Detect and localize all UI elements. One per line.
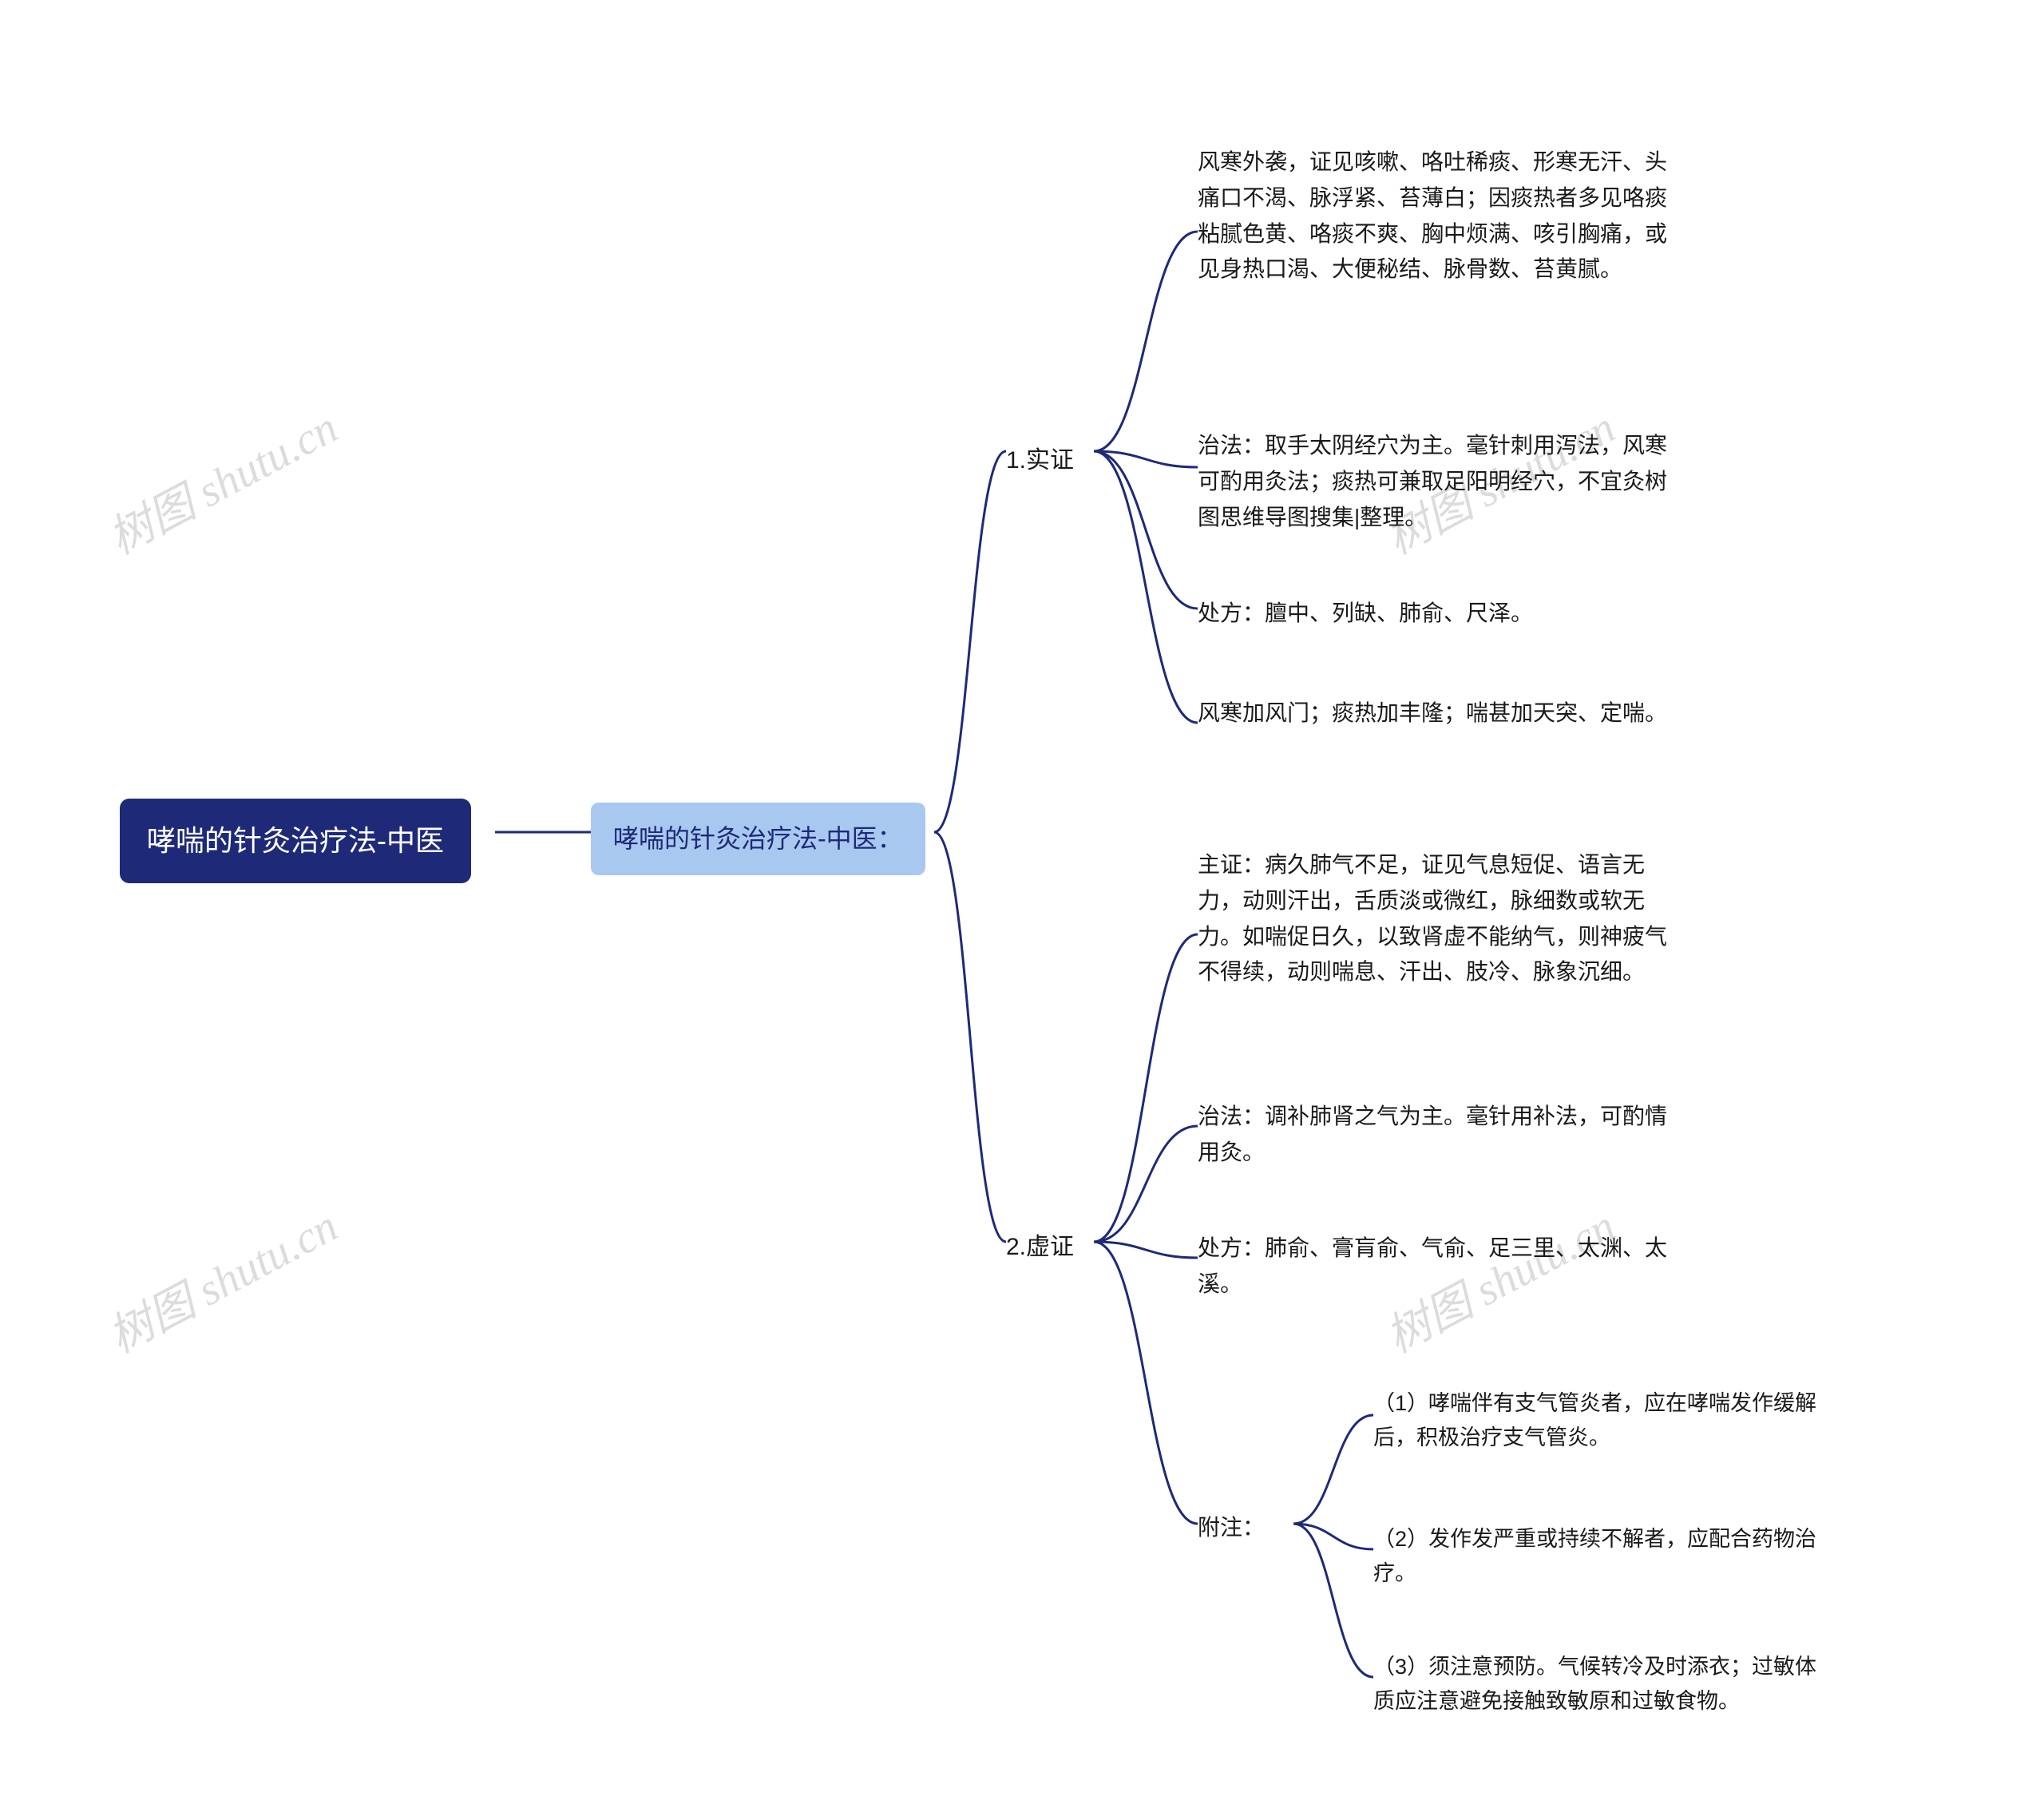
watermark: 树图 shutu.cn <box>95 1191 347 1366</box>
node-fuzhu[interactable]: 附注： <box>1198 1505 1265 1551</box>
root-node[interactable]: 哮喘的针灸治疗法-中医 <box>120 799 471 883</box>
node-shizheng-c4[interactable]: 风寒加风门；痰热加丰隆；喘甚加天突、定喘。 <box>1198 691 1667 736</box>
node-shizheng-c2[interactable]: 治法：取手太阴经穴为主。毫针刺用泻法，风寒可酌用灸法；痰热可兼取足阳明经穴，不宜… <box>1198 423 1677 540</box>
node-xuzheng-c2[interactable]: 治法：调补肺肾之气为主。毫针用补法，可酌情用灸。 <box>1198 1094 1677 1176</box>
node-xuzheng-c3[interactable]: 处方：肺俞、膏肓俞、气俞、足三里、太渊、太溪。 <box>1198 1226 1677 1307</box>
node-fuzhu-f2[interactable]: （2）发作发严重或持续不解者，应配合药物治疗。 <box>1373 1517 1836 1596</box>
node-xuzheng[interactable]: 2.虚证 <box>1006 1222 1074 1273</box>
node-xuzheng-c1[interactable]: 主证：病久肺气不足，证见气息短促、语言无力，动则汗出，舌质淡或微红，脉细数或软无… <box>1198 843 1677 995</box>
node-fuzhu-f1[interactable]: （1）哮喘伴有支气管炎者，应在哮喘发作缓解后，积极治疗支气管炎。 <box>1373 1382 1836 1460</box>
watermark: 树图 shutu.cn <box>95 392 347 567</box>
node-shizheng[interactable]: 1.实证 <box>1006 435 1074 486</box>
mindmap-canvas: 树图 shutu.cn 树图 shutu.cn 树图 shutu.cn 树图 s… <box>0 0 2044 1812</box>
node-fuzhu-f3[interactable]: （3）须注意预防。气候转冷及时添衣；过敏体质应注意避免接触致敏原和过敏食物。 <box>1373 1645 1836 1723</box>
node-shizheng-c1[interactable]: 风寒外袭，证见咳嗽、咯吐稀痰、形寒无汗、头痛口不渴、脉浮紧、苔薄白；因痰热者多见… <box>1198 140 1677 292</box>
lvl1-node[interactable]: 哮喘的针灸治疗法-中医： <box>591 803 925 875</box>
node-shizheng-c3[interactable]: 处方：膻中、列缺、肺俞、尺泽。 <box>1198 591 1533 636</box>
